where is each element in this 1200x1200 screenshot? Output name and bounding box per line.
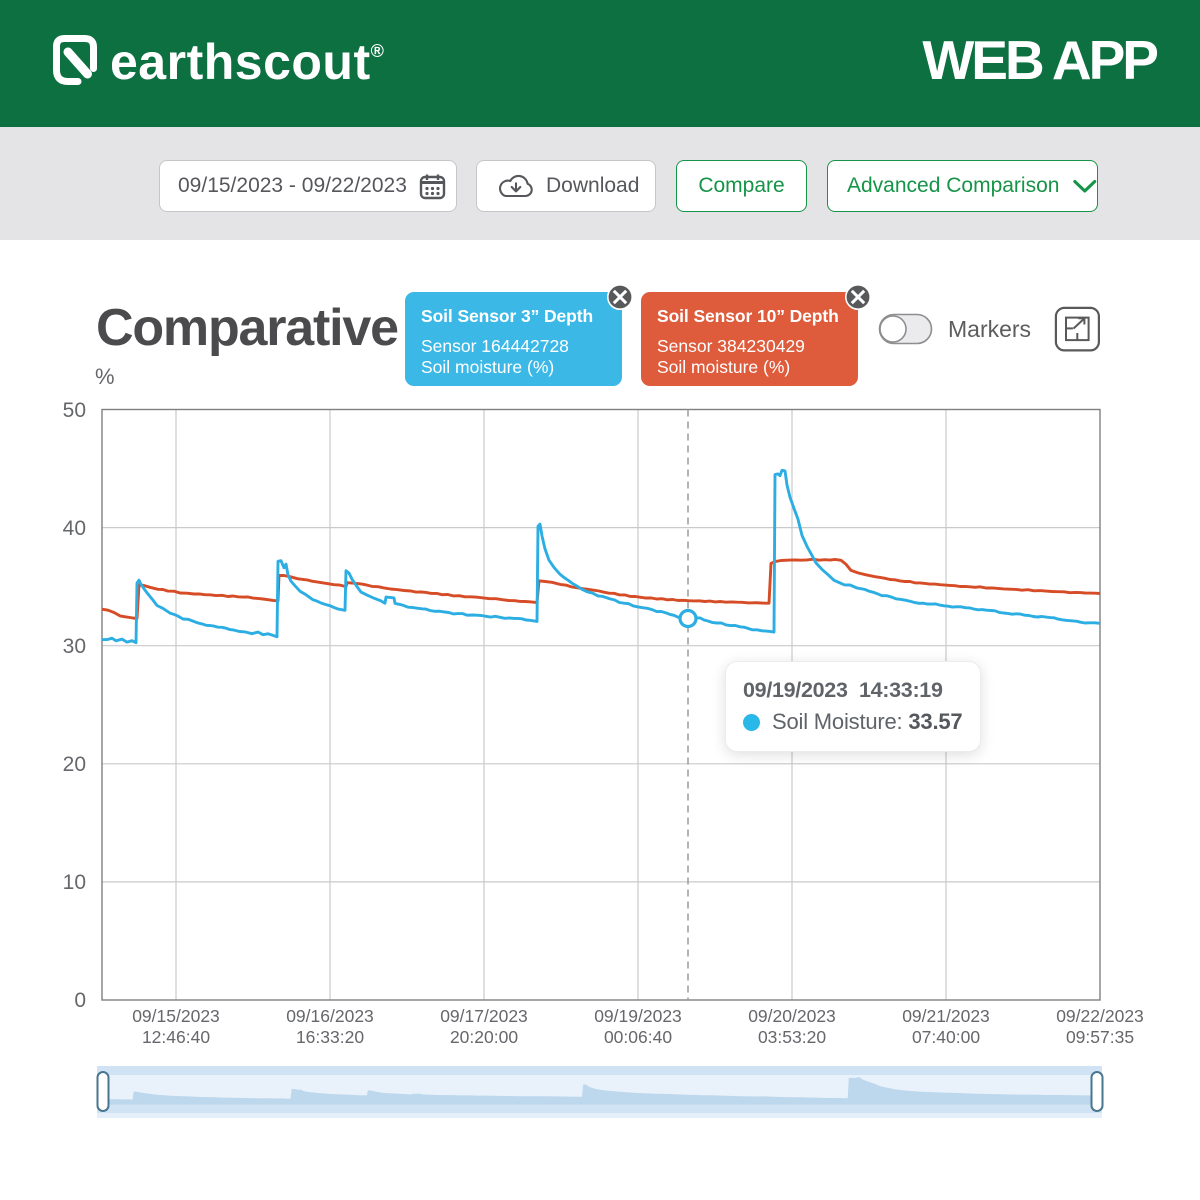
svg-text:07:40:00: 07:40:00 xyxy=(912,1027,980,1047)
svg-text:30: 30 xyxy=(63,635,86,658)
svg-text:09/22/2023: 09/22/2023 xyxy=(1056,1006,1144,1026)
svg-text:09/17/2023: 09/17/2023 xyxy=(440,1006,528,1026)
svg-text:09/15/2023: 09/15/2023 xyxy=(132,1006,220,1026)
svg-text:20:20:00: 20:20:00 xyxy=(450,1027,518,1047)
svg-text:16:33:20: 16:33:20 xyxy=(296,1027,364,1047)
svg-text:09/20/2023: 09/20/2023 xyxy=(748,1006,836,1026)
svg-text:00:06:40: 00:06:40 xyxy=(604,1027,672,1047)
svg-text:10: 10 xyxy=(63,871,86,894)
svg-text:09/21/2023: 09/21/2023 xyxy=(902,1006,990,1026)
svg-text:0: 0 xyxy=(74,989,86,1012)
svg-text:09:57:35: 09:57:35 xyxy=(1066,1027,1134,1047)
svg-text:09/16/2023: 09/16/2023 xyxy=(286,1006,374,1026)
svg-text:40: 40 xyxy=(63,517,86,540)
svg-text:12:46:40: 12:46:40 xyxy=(142,1027,210,1047)
svg-text:50: 50 xyxy=(63,399,86,422)
svg-text:20: 20 xyxy=(63,753,86,776)
svg-text:09/19/2023: 09/19/2023 xyxy=(594,1006,682,1026)
svg-text:03:53:20: 03:53:20 xyxy=(758,1027,826,1047)
